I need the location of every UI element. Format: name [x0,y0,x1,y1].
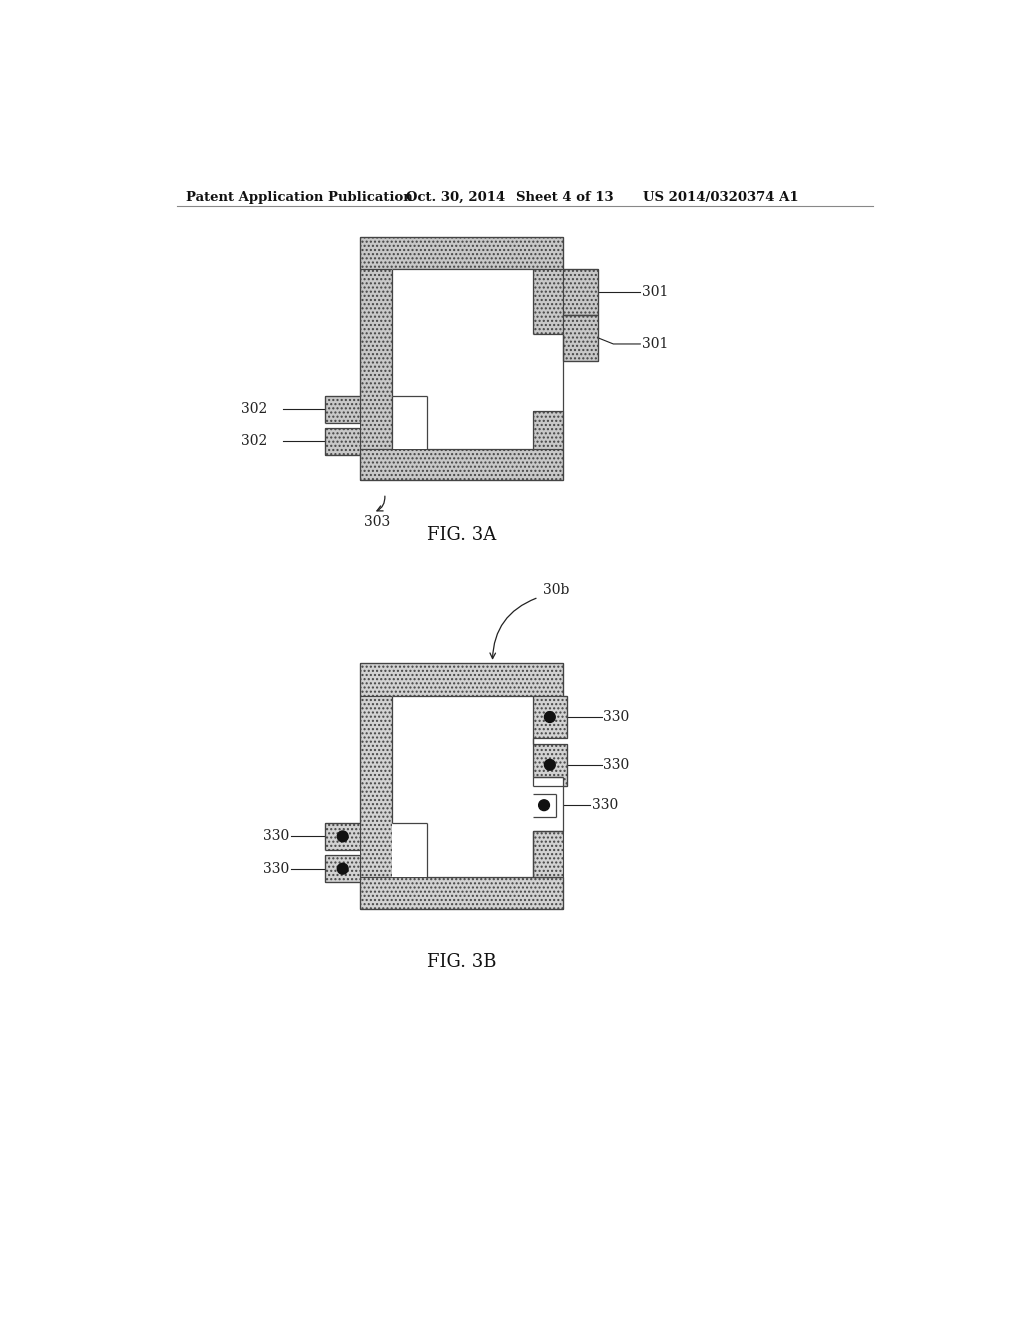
Bar [360,696,392,876]
Bar [532,696,563,776]
Circle shape [539,800,550,810]
Bar [427,396,532,449]
Bar [326,855,360,882]
Bar [392,268,532,449]
Text: 301: 301 [642,337,669,351]
Text: Oct. 30, 2014: Oct. 30, 2014 [407,191,506,203]
Bar [392,696,532,876]
Text: 330: 330 [603,758,630,772]
Circle shape [337,863,348,874]
Bar [392,822,427,876]
Text: 303: 303 [364,515,390,529]
Bar [360,876,563,909]
Bar [532,334,564,411]
Bar [360,449,563,480]
Bar [360,238,563,268]
Text: 30b: 30b [543,582,569,597]
Bar [532,411,563,449]
Circle shape [337,832,348,842]
Bar [392,396,427,449]
Text: FIG. 3B: FIG. 3B [427,953,497,972]
Text: Patent Application Publication: Patent Application Publication [186,191,413,203]
Text: 330: 330 [263,862,289,875]
Bar [360,268,392,449]
Text: 302: 302 [242,434,267,449]
Text: FIG. 3A: FIG. 3A [427,525,497,544]
Text: 330: 330 [592,799,618,812]
Bar [427,822,532,876]
Bar [532,743,567,785]
Bar [326,822,360,850]
Bar [532,696,567,738]
Bar [532,793,556,817]
Text: 301: 301 [642,285,669,298]
Bar [326,422,360,428]
Text: 330: 330 [603,710,630,725]
Text: US 2014/0320374 A1: US 2014/0320374 A1 [643,191,799,203]
Bar [360,663,563,696]
Text: 330: 330 [263,829,289,843]
Bar [532,268,563,334]
Bar [563,268,598,314]
Bar [532,738,567,743]
Bar [326,396,360,422]
Circle shape [545,759,555,770]
Bar [532,776,564,830]
Bar [563,314,598,360]
Bar [326,850,360,855]
Text: Sheet 4 of 13: Sheet 4 of 13 [515,191,613,203]
Bar [326,428,360,455]
Bar [532,830,563,876]
Circle shape [545,711,555,722]
Text: 302: 302 [242,403,267,416]
FancyArrowPatch shape [377,496,385,511]
